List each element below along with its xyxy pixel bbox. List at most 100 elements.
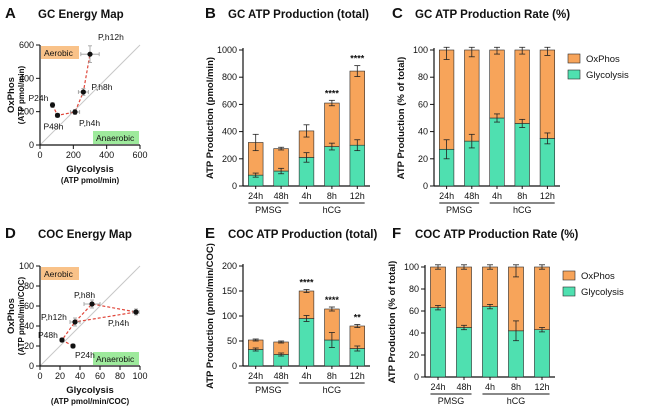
- panel-letter: A: [5, 5, 16, 22]
- y-tick-label: 100: [404, 262, 419, 272]
- legend-swatch: [567, 53, 581, 64]
- bar-oxphos: [514, 49, 530, 124]
- legend-swatch: [562, 270, 576, 281]
- x-tick-label: 80: [115, 371, 125, 381]
- y-axis-label: ATP Production (% of total): [396, 57, 407, 180]
- data-point: [87, 51, 93, 57]
- x-tick-label: 24h: [248, 191, 263, 201]
- y-tick-label: 400: [19, 73, 34, 83]
- significance-marker: ****: [299, 278, 314, 288]
- y-tick-label: 100: [413, 45, 428, 55]
- data-point: [54, 112, 61, 118]
- significance-marker: **: [354, 313, 362, 323]
- group-label: hCG: [323, 385, 342, 395]
- point-label: P24h: [75, 350, 95, 360]
- data-point: [89, 301, 95, 307]
- bar-oxphos: [324, 102, 340, 147]
- panel-letter: D: [5, 225, 16, 242]
- point-label: P,h12h: [98, 32, 124, 42]
- y-tick-label: 0: [232, 181, 237, 191]
- y-tick-label: 40: [409, 328, 419, 338]
- bar-oxphos: [456, 266, 472, 328]
- data-point: [59, 337, 65, 343]
- x-tick-label: 12h: [534, 382, 549, 392]
- bar-glycolysis: [534, 329, 550, 378]
- x-tick-label: 20: [55, 371, 65, 381]
- x-tick-label: 4h: [485, 382, 495, 392]
- bar-oxphos: [438, 49, 455, 150]
- aerobic-tag-box: [41, 46, 79, 59]
- y-tick-label: 600: [19, 40, 34, 50]
- panel-letter: B: [205, 5, 216, 22]
- panel-letter: C: [392, 5, 403, 22]
- point-label: P,h12h: [41, 312, 67, 322]
- bar-oxphos: [534, 266, 550, 331]
- aerobic-tag: Aerobic: [44, 48, 74, 58]
- y-axis-label: ATP Production (pmol/min): [205, 57, 216, 179]
- data-point: [70, 343, 76, 349]
- x-tick-label: 12h: [540, 191, 555, 201]
- y-tick-label: 40: [24, 321, 34, 331]
- y-tick-label: 60: [409, 306, 419, 316]
- anaerobic-tag: Anaerobic: [96, 133, 135, 143]
- y-tick-label: 0: [29, 140, 34, 150]
- group-label: PMSG: [438, 396, 465, 406]
- panel-f: F COC ATP Production Rate (%) 0 20 40 60 80 100…: [387, 225, 624, 406]
- point-label: P48h: [44, 121, 64, 131]
- x-tick-label: 24h: [430, 382, 445, 392]
- y-tick-label: 60: [418, 99, 428, 109]
- x-tick-label: 40: [75, 371, 85, 381]
- y-tick-label: 80: [24, 281, 34, 291]
- point-label: P,h8h: [74, 290, 95, 300]
- x-tick-label: 4h: [492, 191, 502, 201]
- aerobic-tag: Aerobic: [44, 269, 74, 279]
- anaerobic-tag-box: [93, 352, 139, 365]
- bar-oxphos: [464, 49, 480, 142]
- y-tick-label: 200: [222, 154, 237, 164]
- x-axis-sublabel: (ATP pmol/min): [61, 176, 120, 185]
- legend-label: Glycolysis: [581, 287, 624, 298]
- panel-title: GC Energy Map: [38, 9, 124, 21]
- bar-glycolysis: [430, 307, 446, 378]
- significance-marker: ****: [325, 88, 340, 98]
- y-axis-label: OxPhos: [6, 298, 17, 334]
- x-axis-label: Glycolysis: [66, 385, 114, 396]
- significance-marker: ****: [350, 54, 365, 64]
- y-tick-label: 0: [414, 372, 419, 382]
- y-tick-label: 600: [222, 99, 237, 109]
- y-tick-label: 80: [409, 284, 419, 294]
- x-axis-sublabel: (ATP pmol/min/COC): [51, 397, 130, 406]
- legend-label: OxPhos: [581, 271, 615, 282]
- x-tick-label: 8h: [511, 382, 521, 392]
- legend-label: OxPhos: [586, 54, 620, 65]
- x-tick-label: 60: [95, 371, 105, 381]
- y-axis-label: ATP Production (pmol/min/COC): [205, 243, 216, 389]
- y-tick-label: 100: [222, 311, 237, 321]
- legend-swatch: [562, 286, 576, 297]
- bar-oxphos: [482, 266, 498, 307]
- x-tick-label: 400: [99, 150, 114, 160]
- significance-marker: ****: [325, 295, 340, 305]
- group-label: hCG: [507, 396, 526, 406]
- x-tick-label: 48h: [456, 382, 471, 392]
- data-point: [72, 319, 78, 325]
- x-tick-label: 4h: [301, 191, 311, 201]
- x-tick-label: 0: [37, 150, 42, 160]
- y-tick-label: 40: [418, 127, 428, 137]
- bar-glycolysis: [514, 123, 530, 187]
- bar-glycolysis: [489, 117, 505, 187]
- bar-glycolysis: [298, 318, 315, 367]
- y-tick-label: 20: [418, 154, 428, 164]
- x-tick-label: 200: [66, 150, 81, 160]
- y-tick-label: 150: [222, 286, 237, 296]
- panel-title: COC ATP Production Rate (%): [415, 229, 579, 241]
- point-label: P,h8h: [91, 82, 112, 92]
- panel-title: COC Energy Map: [38, 229, 132, 241]
- identity-line: [39, 44, 141, 146]
- group-label: hCG: [513, 205, 532, 215]
- y-axis-label: ATP Production (% of total): [387, 261, 398, 384]
- panel-b: B GC ATP Production (total) 0 200 400 600 800 1…: [205, 5, 370, 215]
- bar-glycolysis: [539, 138, 556, 187]
- panel-letter: F: [392, 225, 401, 242]
